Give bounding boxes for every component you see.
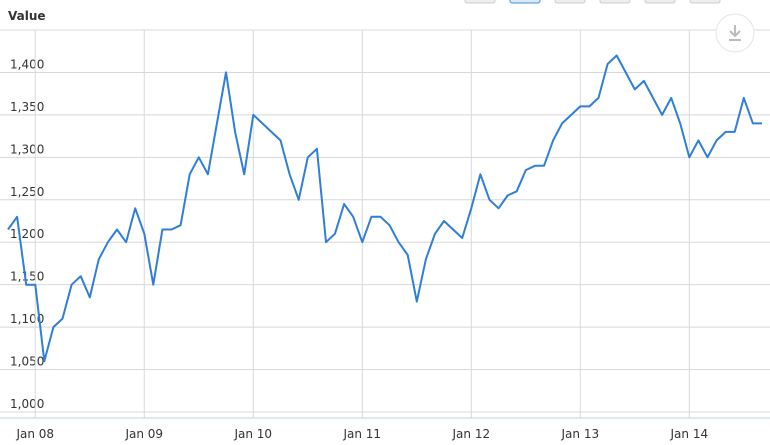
y-tick-label: 1,100 bbox=[10, 312, 44, 326]
y-tick-label: 1,200 bbox=[10, 227, 44, 241]
range-button[interactable] bbox=[554, 0, 586, 4]
download-icon bbox=[729, 25, 741, 41]
x-tick-label: Jan 12 bbox=[452, 427, 491, 441]
x-tick-label: Jan 08 bbox=[15, 427, 54, 441]
x-tick-label: Jan 10 bbox=[233, 427, 272, 441]
plot: 1,000 1,050 1,100 1,150 1,200 1,250 1,300 1,350… bbox=[0, 29, 770, 441]
x-tick-label: Jan 13 bbox=[561, 427, 600, 441]
x-tick-label: Jan 09 bbox=[124, 427, 163, 441]
y-tick-label: 1,150 bbox=[10, 270, 44, 284]
x-tick-label: Jan 14 bbox=[670, 427, 709, 441]
toolbar bbox=[464, 0, 755, 53]
data-line bbox=[7, 54, 762, 363]
y-tick-label: 1,300 bbox=[10, 142, 44, 156]
chart-title: Value bbox=[8, 9, 46, 23]
range-button[interactable] bbox=[464, 0, 496, 4]
x-tick-label: Jan 11 bbox=[342, 427, 381, 441]
y-tick-label: 1,250 bbox=[10, 185, 44, 199]
y-tick-label: 1,350 bbox=[10, 100, 44, 114]
y-tick-label: 1,000 bbox=[10, 397, 44, 411]
y-tick-label: 1,400 bbox=[10, 57, 44, 71]
range-button[interactable] bbox=[509, 0, 541, 4]
range-button[interactable] bbox=[644, 0, 676, 4]
range-button[interactable] bbox=[599, 0, 631, 4]
y-tick-label: 1,050 bbox=[10, 355, 44, 369]
range-button[interactable] bbox=[689, 0, 721, 4]
